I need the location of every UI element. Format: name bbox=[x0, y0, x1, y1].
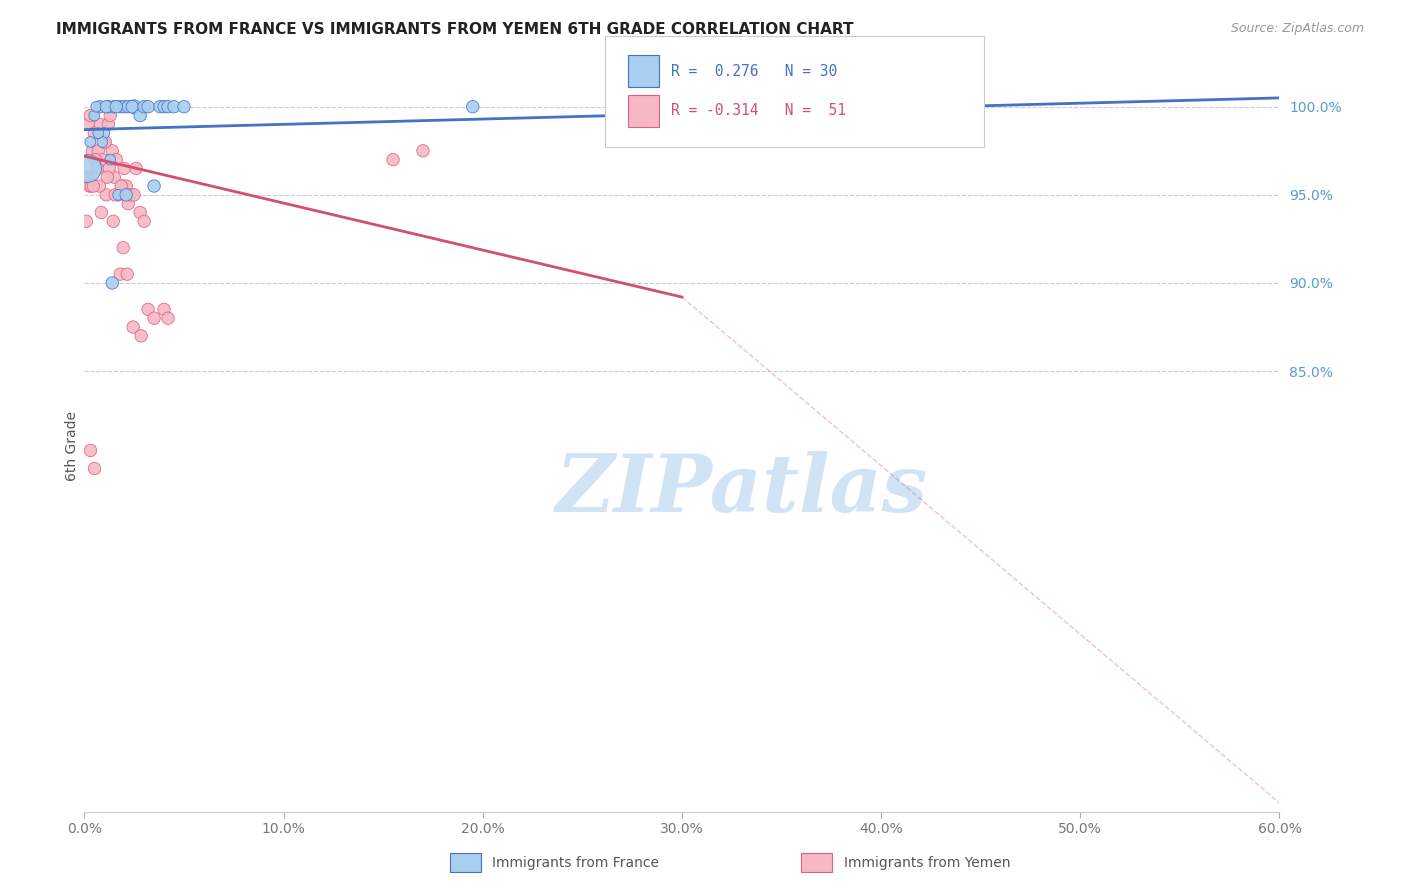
Point bbox=[115, 267, 138, 281]
Point bbox=[149, 100, 172, 114]
Point bbox=[153, 100, 176, 114]
Point bbox=[79, 109, 101, 123]
Point bbox=[157, 311, 180, 326]
Point bbox=[143, 179, 166, 194]
Text: R =  0.276   N = 30: R = 0.276 N = 30 bbox=[671, 64, 837, 78]
Point bbox=[105, 100, 128, 114]
Point bbox=[87, 144, 110, 158]
Point bbox=[89, 117, 111, 131]
Point bbox=[90, 205, 112, 219]
Point bbox=[89, 100, 111, 114]
Point bbox=[103, 100, 125, 114]
Point bbox=[382, 153, 405, 167]
Point bbox=[112, 161, 135, 176]
Point bbox=[143, 311, 166, 326]
Point bbox=[110, 179, 132, 194]
Point bbox=[96, 170, 118, 185]
Point bbox=[129, 109, 152, 123]
Text: Immigrants from France: Immigrants from France bbox=[492, 855, 659, 870]
Text: Immigrants from Yemen: Immigrants from Yemen bbox=[844, 855, 1010, 870]
Point bbox=[107, 187, 129, 202]
Point bbox=[112, 100, 135, 114]
Point bbox=[79, 135, 101, 149]
Text: IMMIGRANTS FROM FRANCE VS IMMIGRANTS FROM YEMEN 6TH GRADE CORRELATION CHART: IMMIGRANTS FROM FRANCE VS IMMIGRANTS FRO… bbox=[56, 22, 853, 37]
Point bbox=[83, 126, 105, 140]
Point bbox=[112, 241, 135, 255]
Point bbox=[76, 170, 98, 185]
Point bbox=[121, 100, 143, 114]
Point bbox=[86, 153, 108, 167]
Point bbox=[461, 100, 484, 114]
Point bbox=[82, 144, 104, 158]
Text: ZIPatlas: ZIPatlas bbox=[555, 451, 928, 529]
Point bbox=[86, 100, 108, 114]
Point bbox=[84, 153, 107, 167]
Point bbox=[94, 135, 117, 149]
Point bbox=[117, 196, 139, 211]
Point bbox=[101, 144, 124, 158]
Point bbox=[104, 187, 127, 202]
Point bbox=[98, 161, 121, 176]
Point bbox=[163, 100, 186, 114]
Point bbox=[93, 135, 115, 149]
Point bbox=[98, 153, 121, 167]
Point bbox=[98, 109, 121, 123]
Point bbox=[97, 117, 120, 131]
Point bbox=[91, 153, 114, 167]
Point bbox=[96, 187, 118, 202]
Point bbox=[132, 100, 156, 114]
Point bbox=[132, 214, 156, 228]
Point bbox=[115, 179, 138, 194]
Text: Source: ZipAtlas.com: Source: ZipAtlas.com bbox=[1230, 22, 1364, 36]
Point bbox=[79, 179, 101, 194]
Point bbox=[75, 214, 97, 228]
Point bbox=[173, 100, 195, 114]
Point bbox=[157, 100, 180, 114]
Point bbox=[153, 302, 176, 317]
Point bbox=[103, 214, 125, 228]
Point bbox=[103, 170, 125, 185]
Point bbox=[120, 187, 142, 202]
Point bbox=[136, 100, 159, 114]
Point bbox=[125, 161, 148, 176]
Point bbox=[101, 276, 124, 290]
Point bbox=[82, 179, 104, 194]
Point bbox=[87, 126, 110, 140]
Point bbox=[93, 126, 115, 140]
Point bbox=[83, 461, 105, 475]
Point bbox=[79, 443, 101, 458]
Point bbox=[110, 267, 132, 281]
Point bbox=[110, 100, 132, 114]
Point bbox=[122, 320, 145, 334]
Point bbox=[96, 100, 118, 114]
Point bbox=[412, 144, 434, 158]
Point bbox=[91, 135, 114, 149]
Point bbox=[117, 100, 139, 114]
Point bbox=[107, 187, 129, 202]
Point bbox=[111, 179, 134, 194]
Point bbox=[129, 329, 152, 343]
Point bbox=[105, 153, 128, 167]
Point bbox=[136, 302, 159, 317]
Point bbox=[83, 109, 105, 123]
Point bbox=[86, 161, 108, 176]
Point bbox=[76, 161, 98, 176]
Y-axis label: 6th Grade: 6th Grade bbox=[65, 411, 79, 481]
Text: R = -0.314   N =  51: R = -0.314 N = 51 bbox=[671, 103, 845, 118]
Point bbox=[97, 100, 120, 114]
Point bbox=[129, 205, 152, 219]
Point bbox=[122, 187, 145, 202]
Point bbox=[80, 179, 103, 194]
Point bbox=[77, 117, 100, 131]
Point bbox=[89, 179, 111, 194]
Point bbox=[122, 100, 145, 114]
Point bbox=[115, 187, 138, 202]
